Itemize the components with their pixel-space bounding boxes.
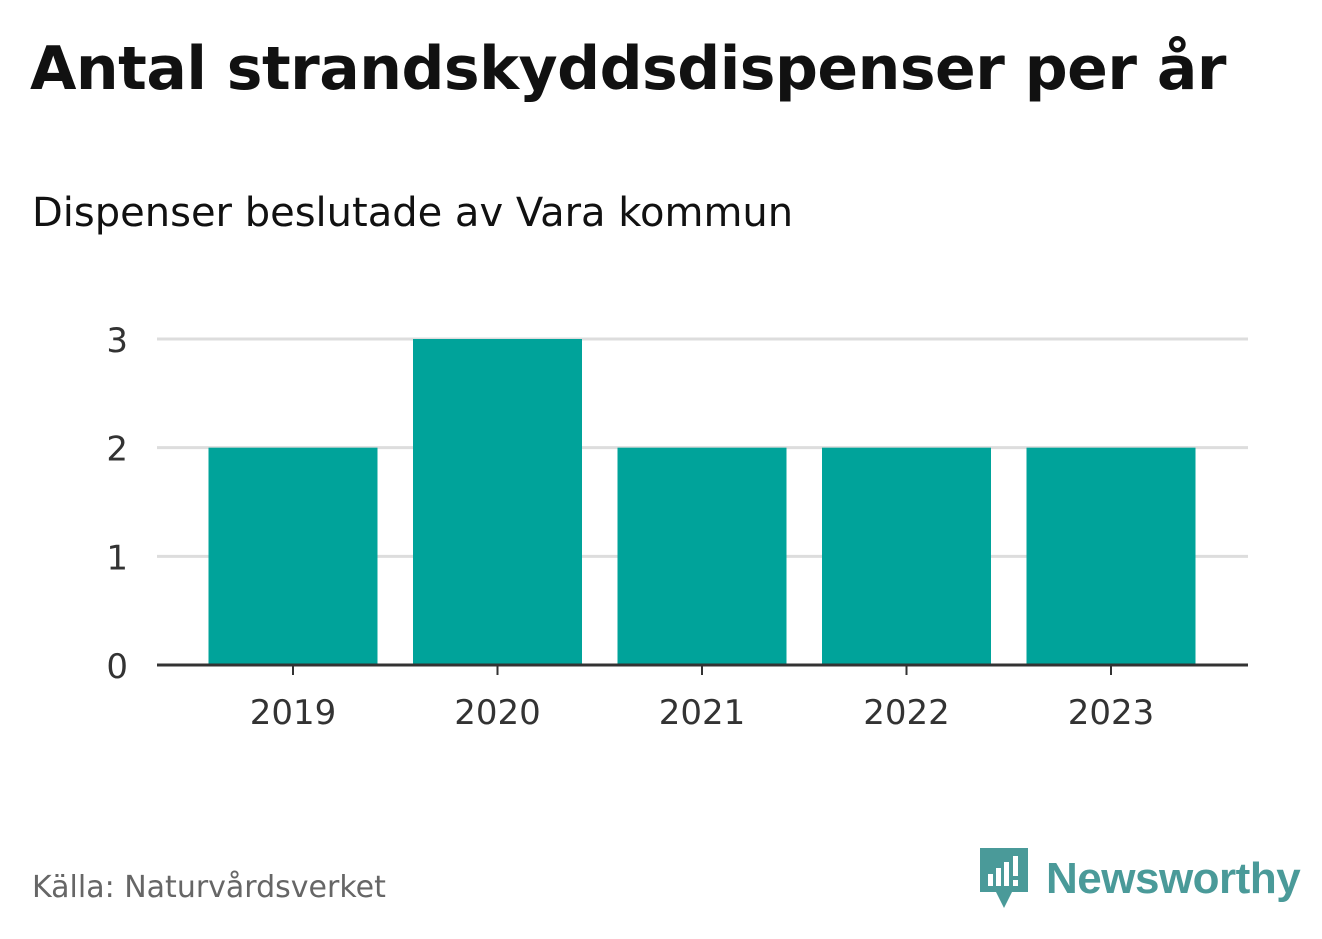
bars xyxy=(208,339,1196,665)
y-tick-label: 0 xyxy=(106,647,128,687)
chart-subtitle: Dispenser beslutade av Vara kommun xyxy=(32,190,794,236)
newsworthy-logo-icon xyxy=(980,848,1028,908)
y-tick-label: 2 xyxy=(106,430,128,470)
bar-2019 xyxy=(208,447,378,665)
y-tick-label: 1 xyxy=(106,538,128,578)
x-tick-label: 2022 xyxy=(863,693,950,733)
bar-2023 xyxy=(1026,447,1196,665)
brand-name: Newsworthy xyxy=(1046,854,1301,903)
bar-2022 xyxy=(822,447,991,665)
axes xyxy=(157,663,1248,675)
source-note: Källa: Naturvårdsverket xyxy=(32,870,386,905)
bar-2020 xyxy=(413,339,582,665)
tick-labels: 0 1 2 3 2019 2020 2021 2022 2023 xyxy=(106,321,1154,733)
x-tick-label: 2019 xyxy=(250,693,337,733)
x-tick-label: 2021 xyxy=(659,693,746,733)
y-tick-label: 3 xyxy=(106,321,128,361)
brand-logo: Newsworthy xyxy=(980,848,1301,910)
chart-title: Antal strandskyddsdispenser per år xyxy=(30,34,1226,104)
x-tick-label: 2023 xyxy=(1068,693,1155,733)
x-tick-label: 2020 xyxy=(454,693,541,733)
bar-2021 xyxy=(617,447,787,665)
